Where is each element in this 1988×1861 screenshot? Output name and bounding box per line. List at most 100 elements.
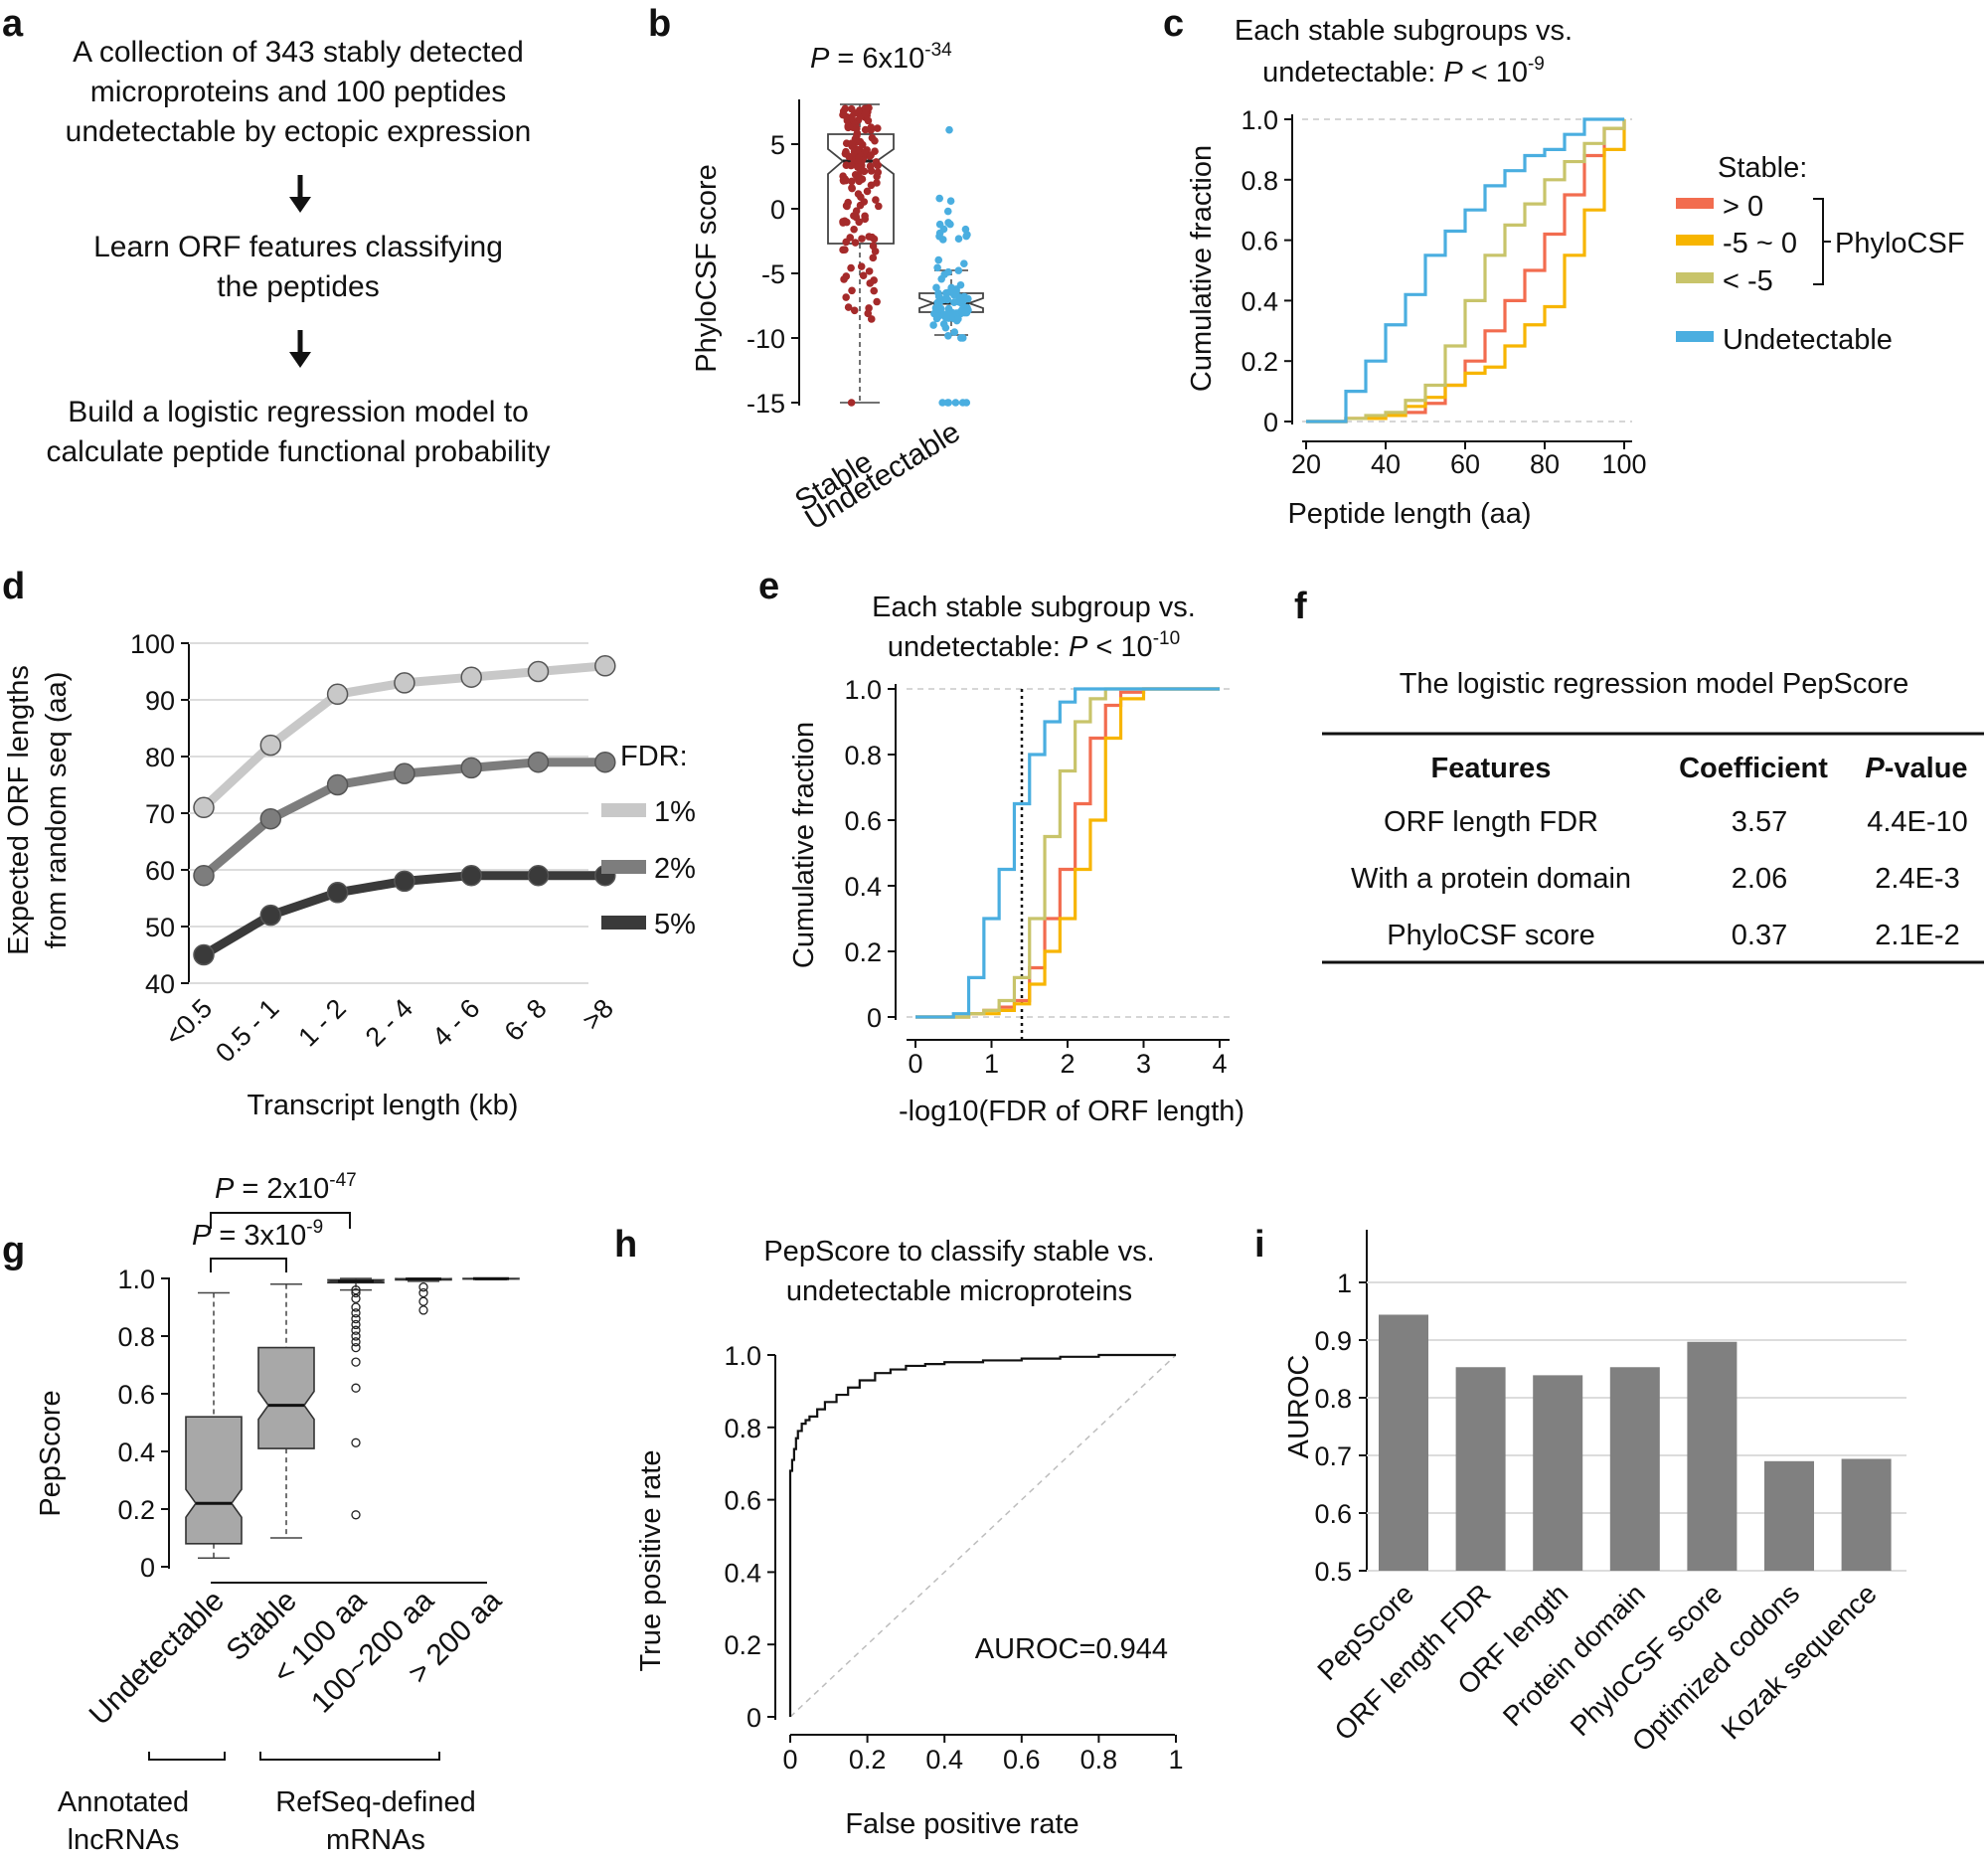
dot-stable-54 — [863, 187, 872, 196]
dot-stable-57 — [848, 177, 856, 186]
dot-stable-142 — [857, 262, 866, 270]
xtick-label-h-1: 0.2 — [849, 1745, 887, 1775]
gridlines-d — [189, 642, 588, 984]
group-bracket-lncrna — [148, 1752, 226, 1761]
svg-text:-5: -5 — [761, 259, 785, 289]
ecdf-line-3 — [1306, 117, 1624, 423]
point-s2-5 — [527, 864, 550, 887]
dot-stable-15 — [850, 225, 858, 234]
legend-item-undetectable: Undetectable — [1676, 324, 1893, 356]
ytick-label-h-5: 0 — [746, 1703, 761, 1733]
ylabel-g: PepScore — [35, 1390, 67, 1516]
pvalue-g-1: P = 3x10-9 — [192, 1217, 323, 1252]
ytick-label-g-5: 0 — [140, 1553, 155, 1583]
series-lines-d — [193, 655, 616, 966]
outlier-4 — [351, 1308, 361, 1318]
xtick-label-c-0: 20 — [1291, 449, 1321, 479]
box-1 — [257, 1346, 315, 1449]
panel-label-d: d — [2, 566, 25, 607]
dot-undetectable-12 — [943, 295, 952, 304]
dot-stable-148 — [847, 114, 856, 122]
ecdf-line-2 — [915, 687, 1220, 1019]
ytick-label-e-4: 0.2 — [844, 937, 882, 967]
ytick-label-c-0: 1.0 — [1241, 105, 1278, 135]
bar-0 — [1379, 1314, 1428, 1571]
dot-stable-6 — [851, 239, 860, 247]
xtick-label-e-1: 1 — [984, 1049, 999, 1079]
table-header-pvalue: P-value — [1865, 753, 1967, 784]
dot-stable-96 — [867, 151, 875, 159]
ytick-label-i-3: 0.7 — [1314, 1441, 1352, 1471]
title-f: The logistic regression model PepScore — [1400, 668, 1909, 700]
outlier-8 — [351, 1331, 361, 1341]
yticks-e: 1.0 0.8 0.6 0.4 0.2 0 — [844, 675, 896, 1033]
legend-title-c: Stable: — [1718, 152, 1807, 184]
dot-stable-30 — [842, 293, 850, 301]
dot-stable-47 — [841, 104, 850, 113]
xticks-e: 0 1 2 3 4 — [908, 1040, 1228, 1079]
dot-undetectable-86 — [945, 125, 953, 134]
panel-f: f The logistic regression model PepScore… — [1294, 586, 1984, 964]
ecdf-line-1 — [1306, 119, 1626, 423]
point-s2-4 — [460, 864, 482, 887]
dot-stable-126 — [871, 248, 880, 255]
box-0 — [185, 1416, 243, 1545]
ecdf-line-3 — [915, 687, 1220, 1019]
dot-undetectable-70 — [957, 307, 966, 316]
ytick-label-c-2: 0.6 — [1241, 227, 1278, 256]
bar-6 — [1841, 1458, 1892, 1571]
dot-undetectable-63 — [954, 235, 963, 244]
point-s1-6 — [594, 751, 616, 773]
bracket-c — [1813, 198, 1831, 285]
roc-path — [788, 1353, 1176, 1717]
title-h-line2: undetectable microproteins — [786, 1275, 1132, 1307]
panel-label-a: a — [2, 3, 24, 45]
group-label-lncrna-2: lncRNAs — [68, 1824, 180, 1856]
ytick-label-h-1: 0.8 — [724, 1414, 761, 1443]
outlier-9 — [351, 1337, 361, 1347]
dot-stable-128 — [870, 286, 879, 295]
step2-line2: the peptides — [217, 270, 379, 303]
dot-stable-144 — [839, 219, 847, 227]
dot-stable-46 — [861, 215, 869, 224]
dot-undetectable-68 — [960, 259, 968, 267]
ytick-label-e-5: 0 — [867, 1003, 882, 1033]
ylabel-i: AUROC — [1283, 1355, 1315, 1459]
group-label-mrna-2: mRNAs — [326, 1824, 425, 1856]
dot-undetectable-75 — [939, 311, 948, 320]
xlabel-d: Transcript length (kb) — [248, 1090, 519, 1121]
outlier-15 — [418, 1282, 428, 1292]
legend-item-m5to0: -5 ~ 0 — [1676, 228, 1797, 259]
dot-undetectable-85 — [938, 399, 946, 407]
ylabel-d-line1: Expected ORF lengths — [3, 665, 35, 955]
svg-text:< -5: < -5 — [1723, 265, 1773, 297]
ytick-label-i-0: 1 — [1337, 1269, 1352, 1298]
dot-stable-13 — [844, 303, 853, 311]
dot-undetectable-25 — [932, 283, 940, 292]
dot-undetectable-14 — [950, 328, 959, 336]
dot-stable-146 — [861, 109, 870, 118]
ytick-label-70: 70 — [145, 799, 175, 829]
ytick-label-i-2: 0.8 — [1314, 1384, 1352, 1414]
table-row1-coef: 3.57 — [1732, 806, 1787, 838]
outlier-1 — [351, 1287, 361, 1298]
ytick-label-c-3: 0.4 — [1241, 286, 1278, 316]
ytick-label-40: 40 — [145, 969, 175, 999]
dot-undetectable-87 — [935, 194, 944, 203]
xtick-label-h-3: 0.6 — [1003, 1745, 1041, 1775]
outlier-14 — [351, 1510, 361, 1520]
xtick-label-3: 2 - 4 — [360, 993, 418, 1052]
dot-stable-39 — [875, 202, 883, 211]
dot-stable-133 — [867, 167, 876, 175]
point-s2-2 — [326, 882, 349, 904]
outlier-18 — [418, 1305, 428, 1315]
panel-a: a A collection of 343 stably detected mi… — [2, 3, 551, 468]
point-s1-2 — [326, 773, 349, 796]
ytick-label-h-0: 1.0 — [724, 1341, 761, 1371]
xtick-label-e-3: 3 — [1136, 1049, 1151, 1079]
point-s0-5 — [527, 660, 550, 683]
